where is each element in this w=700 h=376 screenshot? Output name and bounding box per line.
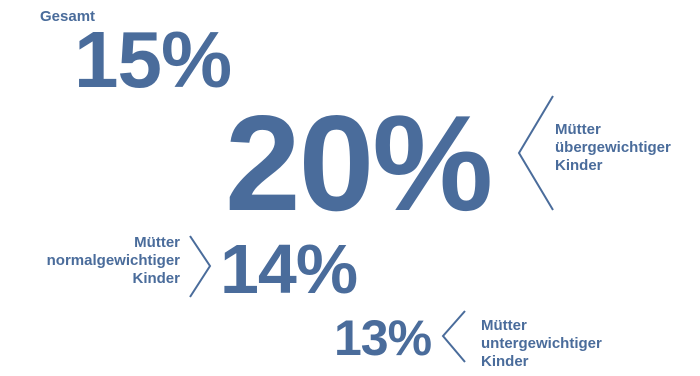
bracket-normalgewichtig bbox=[189, 235, 212, 298]
value-untergewichtig: 13% bbox=[334, 310, 432, 366]
value-normalgewichtig: 14% bbox=[220, 230, 358, 308]
label-uebergewichtig: Mütter übergewichtiger Kinder bbox=[555, 121, 671, 175]
label-uebergewichtig-line-1: Mütter bbox=[555, 121, 601, 138]
label-gesamt: Gesamt bbox=[40, 8, 95, 26]
bracket-uebergewichtig bbox=[517, 95, 554, 211]
label-uebergewichtig-line-3: Kinder bbox=[555, 157, 603, 174]
label-normalgewichtig-line-2: normalgewichtiger bbox=[46, 252, 180, 269]
label-untergewichtig-line-2: untergewichtiger bbox=[481, 335, 602, 352]
value-gesamt: 15% bbox=[74, 15, 232, 104]
value-uebergewichtig: 20% bbox=[225, 87, 493, 239]
label-uebergewichtig-line-2: übergewichtiger bbox=[555, 139, 671, 156]
bracket-untergewichtig bbox=[441, 310, 466, 363]
label-untergewichtig-line-3: Kinder bbox=[481, 353, 529, 370]
label-gesamt-line: Gesamt bbox=[40, 8, 96, 25]
label-normalgewichtig: Mütter normalgewichtiger Kinder bbox=[47, 234, 180, 288]
label-normalgewichtig-line-3: Kinder bbox=[132, 270, 180, 287]
label-normalgewichtig-line-1: Mütter bbox=[134, 234, 180, 251]
label-untergewichtig: Mütter untergewichtiger Kinder bbox=[481, 317, 602, 371]
label-untergewichtig-line-1: Mütter bbox=[481, 317, 527, 334]
